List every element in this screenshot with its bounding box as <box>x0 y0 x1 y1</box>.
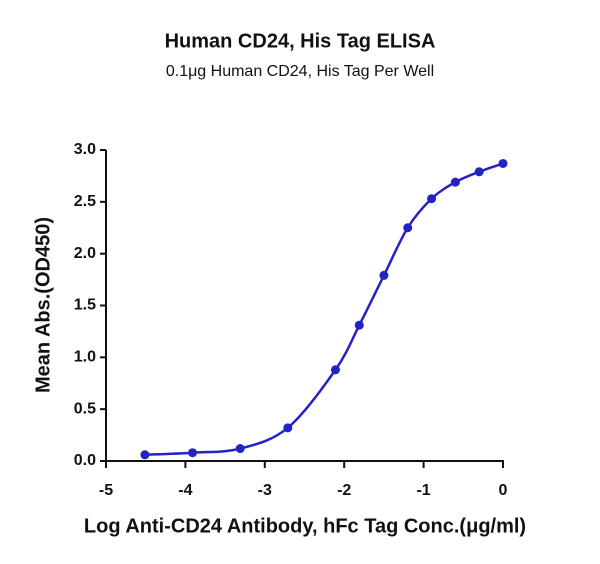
y-tick-label: 2.0 <box>74 245 96 262</box>
chart-title: Human CD24, His Tag ELISA <box>165 30 436 52</box>
chart-subtitle: 0.1μg Human CD24, His Tag Per Well <box>166 63 434 80</box>
data-point <box>140 450 150 460</box>
data-point <box>427 194 437 204</box>
data-point <box>283 423 293 433</box>
x-tick-label: -5 <box>99 482 113 499</box>
data-point <box>330 365 340 375</box>
x-tick-label: -1 <box>416 482 430 499</box>
x-tick-label: -2 <box>337 482 351 499</box>
fit-curve <box>144 162 504 457</box>
data-point <box>403 223 413 233</box>
data-point <box>450 177 460 187</box>
data-point <box>379 270 389 280</box>
x-tick-label: 0 <box>499 482 508 499</box>
y-tick-label: 1.5 <box>74 297 96 314</box>
data-point <box>235 444 245 454</box>
data-point <box>474 167 484 177</box>
data-point <box>354 320 364 330</box>
y-axis-label: Mean Abs.(OD450) <box>32 217 54 393</box>
y-tick-label: 2.5 <box>74 193 96 210</box>
y-tick-label: 1.0 <box>74 349 96 366</box>
y-tick-label: 0.5 <box>74 400 96 417</box>
data-point <box>498 158 508 168</box>
x-tick-label: -4 <box>178 482 192 499</box>
y-tick-label: 3.0 <box>74 141 96 158</box>
data-point <box>188 448 198 458</box>
y-tick-label: 0.0 <box>74 452 96 469</box>
x-tick-label: -3 <box>258 482 272 499</box>
x-axis-label: Log Anti-CD24 Antibody, hFc Tag Conc.(μg… <box>84 515 526 537</box>
